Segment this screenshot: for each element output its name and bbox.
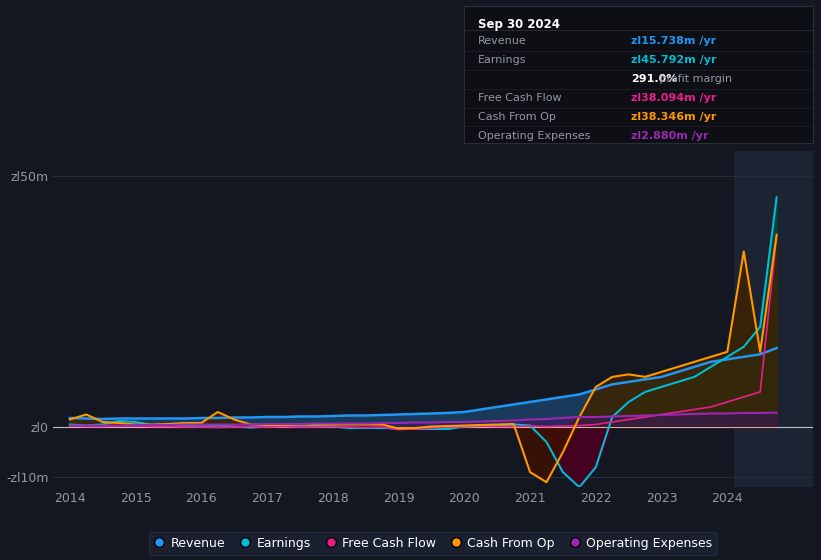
Text: Free Cash Flow: Free Cash Flow [478, 93, 562, 103]
Text: Revenue: Revenue [478, 36, 526, 46]
Text: Sep 30 2024: Sep 30 2024 [478, 18, 560, 31]
Text: Operating Expenses: Operating Expenses [478, 131, 590, 141]
Text: zl38.094m /yr: zl38.094m /yr [631, 93, 717, 103]
Text: Earnings: Earnings [478, 55, 526, 65]
Text: Cash From Op: Cash From Op [478, 112, 556, 122]
Text: zl2.880m /yr: zl2.880m /yr [631, 131, 709, 141]
Text: zl38.346m /yr: zl38.346m /yr [631, 112, 717, 122]
Text: zl15.738m /yr: zl15.738m /yr [631, 36, 717, 46]
Bar [734, 151, 813, 487]
Text: 291.0%: 291.0% [631, 74, 677, 84]
Legend: Revenue, Earnings, Free Cash Flow, Cash From Op, Operating Expenses: Revenue, Earnings, Free Cash Flow, Cash … [149, 532, 717, 555]
Text: zl45.792m /yr: zl45.792m /yr [631, 55, 717, 65]
Text: profit margin: profit margin [657, 74, 732, 84]
